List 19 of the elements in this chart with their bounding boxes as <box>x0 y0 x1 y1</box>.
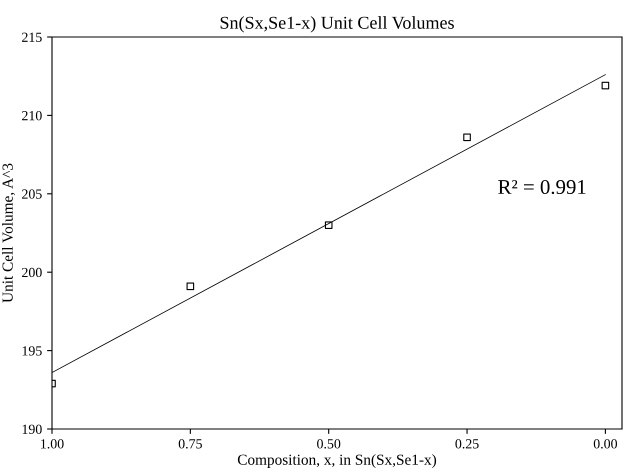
y-tick-label: 200 <box>22 268 42 278</box>
y-tick-label: 205 <box>22 189 42 199</box>
point <box>463 134 471 142</box>
x-tick-label: 0.25 <box>455 439 479 449</box>
y-tick-label: 195 <box>22 346 42 356</box>
point <box>324 221 333 229</box>
chart-title: Sn(Sx,Se1-x) Unit Cell Volumes <box>220 16 454 33</box>
y-axis-title: Unit Cell Volume, A^3 <box>2 164 15 303</box>
x-axis-title: Composition, x, in Sn(Sx,Se1-x) <box>238 454 436 468</box>
y-tick-label: 215 <box>22 32 42 42</box>
x-tick-label: 0.00 <box>594 439 618 449</box>
point <box>186 282 194 290</box>
x-tick-label: 1.00 <box>41 439 64 449</box>
y-tick-label: 190 <box>22 424 42 434</box>
annotation: R² = 0.991 <box>498 180 586 194</box>
x-tick-label: 0.50 <box>317 439 340 449</box>
y-tick-label: 210 <box>22 110 42 120</box>
point <box>602 82 610 90</box>
x-tick-label: 0.75 <box>178 439 202 449</box>
